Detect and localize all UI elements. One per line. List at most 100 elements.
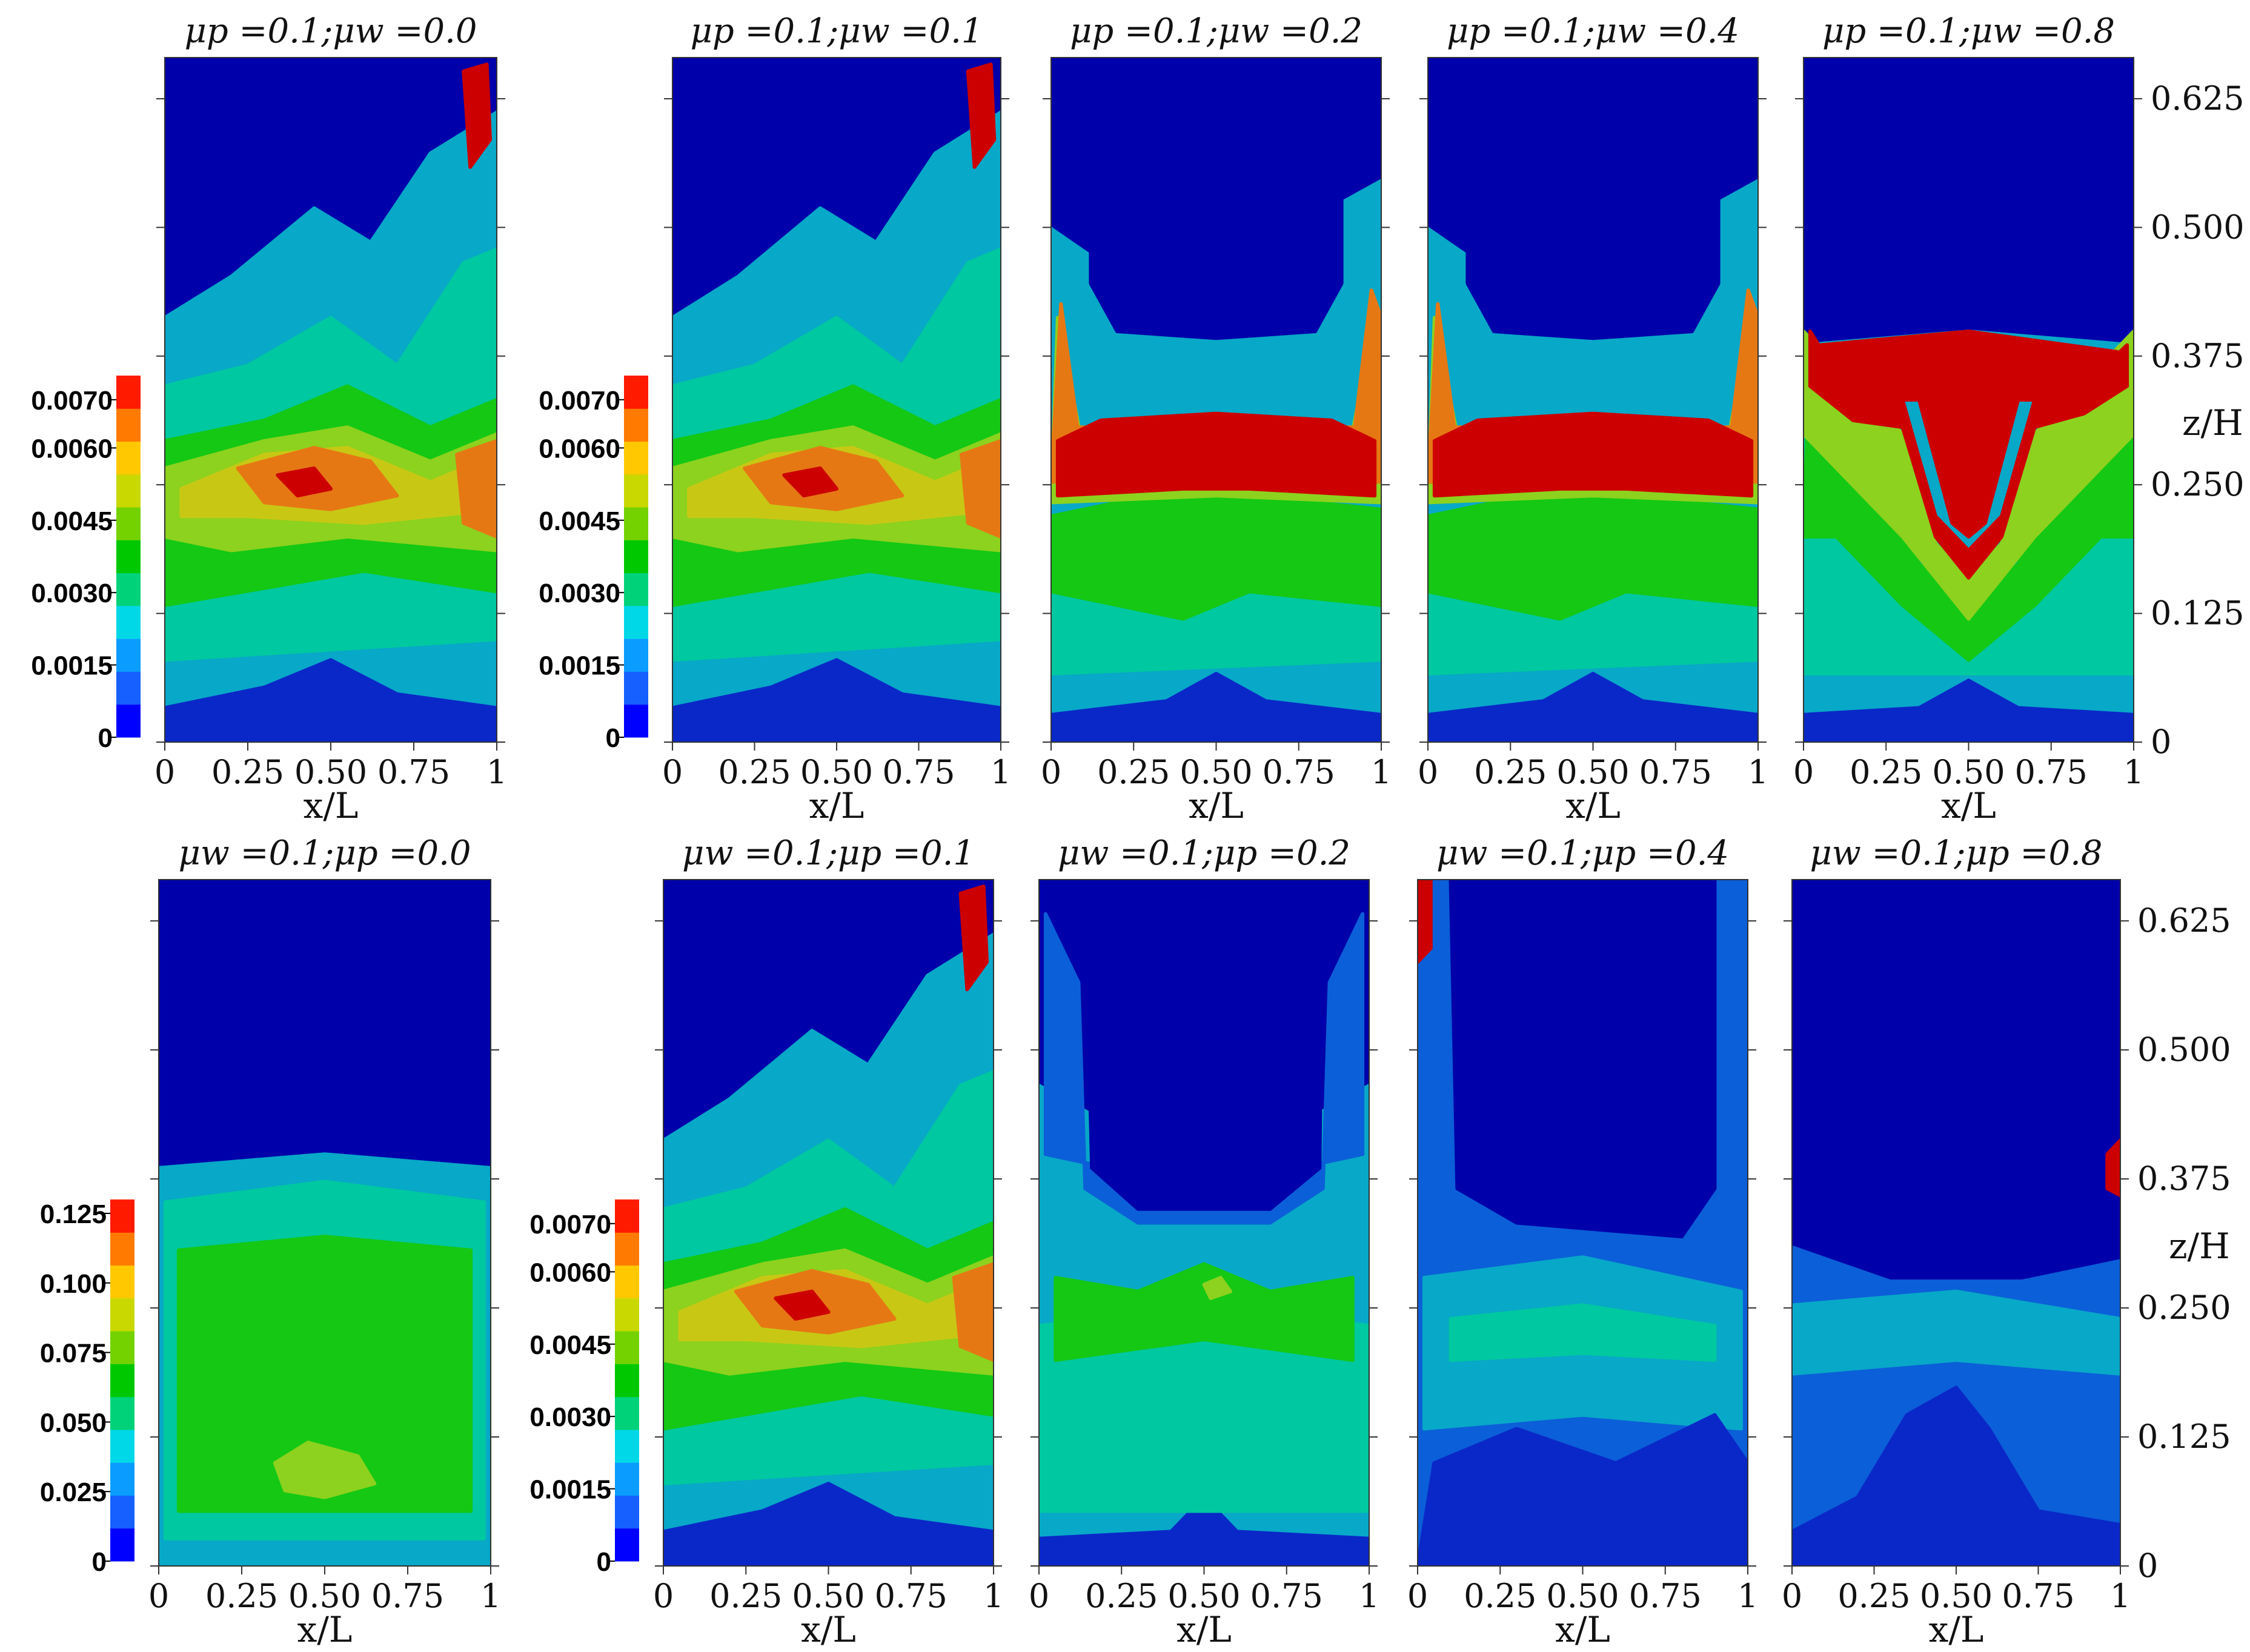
colorbar-segment bbox=[116, 474, 141, 508]
x-tick-label: 0.75 bbox=[1263, 753, 1335, 791]
x-tick-label: 1 bbox=[983, 1577, 1004, 1615]
y-tick-label: 0.625 bbox=[2137, 901, 2231, 940]
y-axis-label: z/H bbox=[2169, 1226, 2230, 1267]
contour-field bbox=[1792, 880, 2120, 1566]
colorbar-tick-label: 0 bbox=[98, 723, 113, 753]
colorbar-segment bbox=[116, 441, 141, 475]
contour-field bbox=[663, 880, 994, 1566]
x-tick-label: 1 bbox=[486, 753, 507, 791]
colorbar-segment bbox=[615, 1528, 639, 1562]
panel-r1c4: μp =0.1;μw =0.4 0 0.25 0.50 0.75 1 x/L bbox=[1418, 12, 1768, 826]
x-tick-label: 1 bbox=[991, 753, 1011, 791]
contour-region-red bbox=[1818, 330, 2119, 539]
x-tick-label: 0.25 bbox=[1837, 1577, 1910, 1615]
colorbar-segment bbox=[116, 507, 141, 540]
colorbar-segment bbox=[116, 408, 141, 442]
x-tick-label: 0 bbox=[662, 753, 683, 791]
x-tick-label: 1 bbox=[480, 1577, 501, 1615]
contour-region-background bbox=[165, 58, 466, 237]
colorbar-segment bbox=[110, 1364, 134, 1398]
colorbar: 0.125 0.100 0.075 0.050 0.025 0 bbox=[40, 1199, 134, 1577]
colorbar-segment bbox=[116, 376, 141, 409]
contour-region-background bbox=[1083, 880, 1325, 1211]
colorbar-segment bbox=[624, 540, 648, 574]
contour-region-yellow_green bbox=[1202, 1276, 1233, 1301]
colorbar-tick-label: 0.0045 bbox=[529, 1330, 611, 1360]
contour-region-deep_blue bbox=[1039, 1495, 1369, 1566]
colorbar-segment bbox=[624, 441, 648, 475]
x-tick-label: 0 bbox=[653, 1577, 674, 1615]
colorbar-segment bbox=[116, 572, 141, 606]
colorbar-segment bbox=[624, 704, 648, 738]
colorbar-tick-label: 0 bbox=[92, 1547, 107, 1577]
colorbar-tick-label: 0.0060 bbox=[31, 434, 113, 463]
panel-title: μp =0.1;μw =0.4 bbox=[1447, 12, 1739, 51]
contour-field bbox=[1039, 880, 1369, 1566]
panel-r2c4: μw =0.1;μp =0.4 0 0.25 0.50 0.75 1 x/L bbox=[1407, 834, 1758, 1650]
contour-region-red bbox=[1418, 880, 1433, 964]
x-tick-label: 1 bbox=[2123, 753, 2144, 791]
x-tick-label: 0.25 bbox=[1474, 753, 1547, 791]
x-tick-label: 0.25 bbox=[211, 753, 284, 791]
panel-r2c3: μw =0.1;μp =0.2 0 0.25 0.50 0.75 1 x/L bbox=[1029, 834, 1379, 1650]
x-tick-label: 1 bbox=[1359, 1577, 1379, 1615]
contour-region-red bbox=[1808, 330, 2129, 580]
colorbar-segment bbox=[624, 639, 648, 672]
colorbar-segment bbox=[624, 605, 648, 639]
contour-region-background bbox=[159, 880, 491, 1156]
contour-region-deep_blue bbox=[672, 658, 1001, 742]
x-axis-label: x/L bbox=[1189, 785, 1244, 826]
contour-region-background bbox=[1089, 58, 1344, 340]
colorbar-tick-label: 0.0070 bbox=[529, 1210, 611, 1239]
colorbar: 0.0070 0.0060 0.0045 0.0030 0.0015 0 bbox=[529, 1199, 639, 1577]
x-tick-label: 0.50 bbox=[800, 753, 873, 791]
colorbar-segment bbox=[116, 605, 141, 639]
colorbar-segment bbox=[615, 1429, 639, 1463]
colorbar-segment bbox=[110, 1462, 134, 1496]
contour-region-deep_blue bbox=[663, 1482, 994, 1566]
x-tick-label: 0 bbox=[1418, 753, 1438, 791]
colorbar-segment bbox=[110, 1528, 134, 1562]
x-tick-label: 0.75 bbox=[371, 1577, 444, 1615]
x-tick-label: 0.50 bbox=[792, 1577, 864, 1615]
contour-region-background bbox=[1465, 58, 1721, 340]
colorbar-segment bbox=[116, 540, 141, 574]
x-axis-label: x/L bbox=[1565, 785, 1621, 826]
panel-r2c2: μw =0.1;μp =0.10 0.25 0.50 0.75 1x/L0.00700.… bbox=[529, 834, 1004, 1650]
colorbar-segment bbox=[615, 1495, 639, 1529]
colorbar: 0.0070 0.0060 0.0045 0.0030 0.0015 0 bbox=[539, 376, 648, 753]
colorbar-segment bbox=[624, 572, 648, 606]
colorbar-tick-label: 0.050 bbox=[40, 1408, 107, 1438]
colorbar-segment bbox=[615, 1232, 639, 1266]
colorbar-segment bbox=[615, 1396, 639, 1430]
x-tick-label: 0 bbox=[1041, 753, 1061, 791]
x-tick-label: 1 bbox=[2110, 1577, 2131, 1615]
colorbar-segment bbox=[110, 1265, 134, 1299]
y-tick-label: 0.250 bbox=[2151, 465, 2245, 503]
x-tick-label: 0.25 bbox=[205, 1577, 278, 1615]
colorbar-tick-label: 0.0015 bbox=[529, 1475, 611, 1505]
x-axis-label: x/L bbox=[809, 785, 864, 826]
x-tick-label: 1 bbox=[1371, 753, 1392, 791]
y-tick-label: 0.375 bbox=[2151, 337, 2245, 375]
colorbar-tick-label: 0.0060 bbox=[539, 434, 620, 463]
colorbar-tick-label: 0.0060 bbox=[529, 1258, 611, 1287]
x-tick-label: 1 bbox=[1737, 1577, 1758, 1615]
contour-region-red bbox=[276, 466, 333, 498]
colorbar-tick-label: 0.0030 bbox=[31, 579, 113, 608]
x-tick-label: 0 bbox=[1407, 1577, 1428, 1615]
contour-region-deep_blue bbox=[1804, 678, 2134, 742]
panel-r1c5: μp =0.1;μw =0.8 0 0.25 0.50 0.75 1 x/L 0.625 0.5… bbox=[1793, 12, 2245, 826]
colorbar-segment bbox=[116, 671, 141, 705]
colorbar-tick-label: 0.0070 bbox=[31, 386, 113, 416]
colorbar-segment bbox=[110, 1232, 134, 1266]
x-tick-label: 0.75 bbox=[377, 753, 450, 791]
y-tick-label: 0.500 bbox=[2151, 208, 2245, 246]
panel-r2c1: μw =0.1;μp =0.00 0.25 0.50 0.75 1x/L0.1250.1… bbox=[40, 834, 501, 1650]
x-tick-label: 0.50 bbox=[294, 753, 367, 791]
contour-region-red bbox=[462, 62, 492, 169]
contour-region-red bbox=[774, 1289, 831, 1321]
x-tick-label: 0 bbox=[154, 753, 175, 791]
y-tick-label: 0.625 bbox=[2151, 79, 2245, 118]
